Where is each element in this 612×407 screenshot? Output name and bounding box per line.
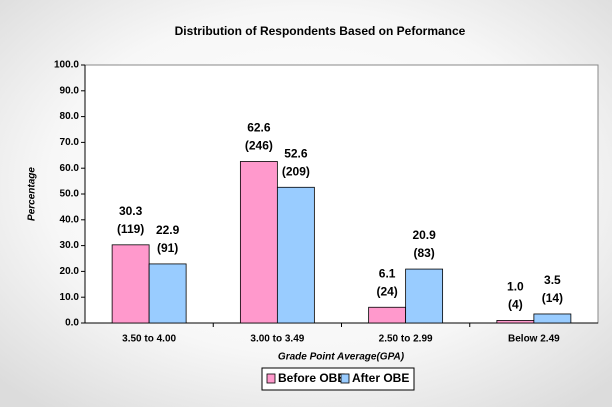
data-label: 20.9 [412, 228, 436, 242]
y-axis-label: Percentage [27, 167, 38, 221]
y-tick-label: 100.0 [54, 60, 79, 71]
legend-label: After OBE [352, 371, 409, 385]
y-tick-label: 40.0 [60, 214, 80, 225]
data-label: 1.0 [507, 280, 524, 294]
data-label: 62.6 [247, 121, 271, 135]
legend [261, 367, 415, 391]
y-tick-label: 60.0 [60, 163, 80, 174]
legend-swatch [266, 373, 276, 384]
y-tick-label: 30.0 [60, 240, 80, 251]
bar [148, 263, 187, 324]
y-tick-label: 20.0 [60, 266, 80, 277]
data-label: 30.3 [119, 204, 143, 218]
y-tick-label: 90.0 [60, 85, 80, 96]
data-label: (24) [376, 284, 397, 298]
data-label: 3.5 [544, 273, 561, 287]
data-label: (91) [157, 241, 178, 255]
bar [111, 244, 150, 324]
y-tick-label: 0.0 [65, 318, 79, 329]
y-tick-label: 10.0 [60, 292, 80, 303]
data-label: (83) [413, 246, 434, 260]
x-tick-label: Below 2.49 [508, 334, 560, 345]
legend-swatch [340, 373, 350, 384]
x-axis-label: Grade Point Average(GPA) [278, 352, 405, 363]
data-label: (4) [508, 298, 523, 312]
data-label: (14) [542, 291, 563, 305]
data-label: 22.9 [156, 223, 180, 237]
x-tick-label: 3.50 to 4.00 [122, 334, 176, 345]
y-tick-label: 50.0 [60, 189, 80, 200]
x-tick-label: 2.50 to 2.99 [379, 334, 433, 345]
data-label: 6.1 [379, 266, 396, 280]
bar [368, 306, 407, 324]
bar [405, 268, 444, 324]
data-label: (119) [117, 222, 144, 236]
legend-label: Before OBE [278, 371, 345, 385]
y-tick-label: 80.0 [60, 111, 80, 122]
data-label: (246) [245, 139, 273, 153]
bar [496, 320, 535, 324]
bar [533, 313, 572, 324]
chart-title: Distribution of Respondents Based on Pef… [175, 24, 466, 38]
data-label: 52.6 [284, 146, 308, 160]
y-tick-label: 70.0 [60, 137, 80, 148]
bar [239, 161, 278, 324]
data-label: (209) [282, 164, 310, 178]
bar [276, 186, 315, 324]
x-tick-label: 3.00 to 3.49 [250, 334, 304, 345]
